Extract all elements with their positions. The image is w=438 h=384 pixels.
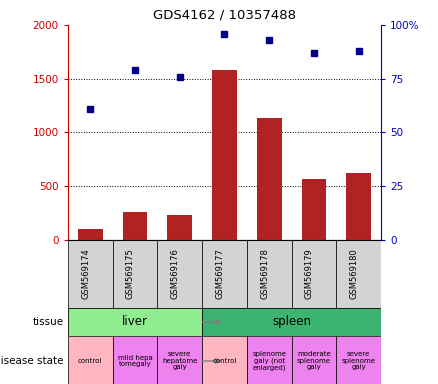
Text: disease state: disease state bbox=[0, 356, 64, 366]
Bar bbox=[292, 240, 336, 308]
Bar bbox=[113, 336, 157, 384]
Text: splenome
galy (not
enlarged): splenome galy (not enlarged) bbox=[252, 351, 286, 371]
Bar bbox=[113, 240, 157, 308]
Text: severe
hepatome
galy: severe hepatome galy bbox=[162, 351, 198, 371]
Bar bbox=[202, 308, 381, 336]
Bar bbox=[167, 215, 192, 240]
Bar bbox=[257, 119, 282, 240]
Text: GSM569179: GSM569179 bbox=[305, 248, 314, 300]
Bar bbox=[78, 229, 102, 240]
Text: control: control bbox=[78, 358, 102, 364]
Bar bbox=[68, 336, 113, 384]
Bar bbox=[68, 240, 113, 308]
Text: mild hepa
tomegaly: mild hepa tomegaly bbox=[118, 355, 152, 367]
Text: GDS4162 / 10357488: GDS4162 / 10357488 bbox=[153, 8, 296, 21]
Text: liver: liver bbox=[122, 316, 148, 328]
Bar bbox=[68, 308, 202, 336]
Bar bbox=[157, 240, 202, 308]
Bar bbox=[336, 240, 381, 308]
Text: GSM569178: GSM569178 bbox=[260, 248, 269, 300]
Text: tissue: tissue bbox=[32, 317, 64, 327]
Bar bbox=[346, 173, 371, 240]
Bar bbox=[247, 336, 292, 384]
Bar bbox=[212, 70, 237, 240]
Bar bbox=[157, 336, 202, 384]
Text: GSM569176: GSM569176 bbox=[171, 248, 180, 300]
Bar bbox=[292, 336, 336, 384]
Text: GSM569177: GSM569177 bbox=[215, 248, 224, 300]
Bar bbox=[123, 212, 147, 240]
Text: spleen: spleen bbox=[272, 316, 311, 328]
Bar bbox=[302, 179, 326, 240]
Text: GSM569180: GSM569180 bbox=[350, 248, 359, 300]
Bar bbox=[336, 336, 381, 384]
Text: moderate
splenome
galy: moderate splenome galy bbox=[297, 351, 331, 371]
Text: severe
splenome
galy: severe splenome galy bbox=[342, 351, 376, 371]
Text: GSM569174: GSM569174 bbox=[81, 248, 90, 300]
Text: GSM569175: GSM569175 bbox=[126, 248, 135, 300]
Bar bbox=[202, 336, 247, 384]
Bar bbox=[202, 240, 247, 308]
Bar bbox=[247, 240, 292, 308]
Text: control: control bbox=[212, 358, 237, 364]
